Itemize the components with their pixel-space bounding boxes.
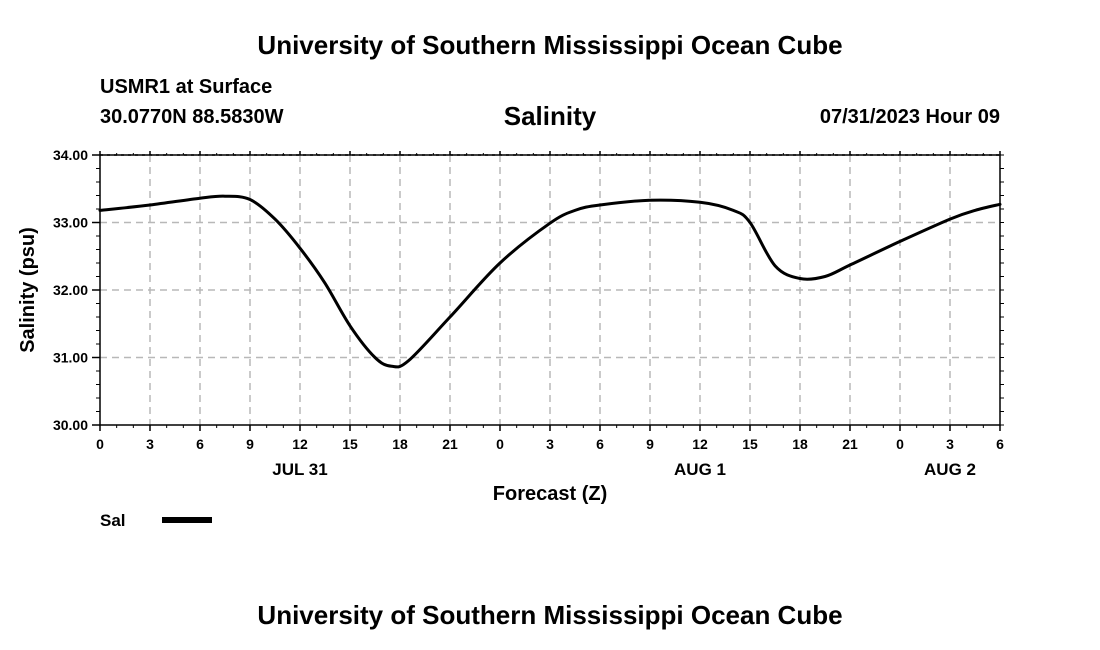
x-tick-label: 3: [146, 436, 154, 452]
series-line-sal: [98, 194, 1002, 369]
y-tick-label: 34.00: [53, 147, 88, 163]
x-tick-label: 3: [946, 436, 954, 452]
x-tick-label: 6: [196, 436, 204, 452]
x-tick-label: 12: [692, 436, 708, 452]
x-tick-label: 12: [292, 436, 308, 452]
x-tick-label: 9: [646, 436, 654, 452]
y-tick-label: 31.00: [53, 350, 88, 366]
page-title: University of Southern Mississippi Ocean…: [257, 30, 843, 60]
legend-label: Sal: [100, 511, 126, 530]
x-tick-label: 6: [596, 436, 604, 452]
station-label: USMR1 at Surface: [100, 76, 273, 98]
x-tick-label: 15: [342, 436, 358, 452]
y-axis-label: Salinity (psu): [17, 227, 39, 353]
date-label: JUL 31: [272, 460, 327, 479]
x-axis: 0 3 6 9 12 15 18 21 0 3 6 9 12 15 18 21 0 3 6: [96, 151, 1004, 452]
y-tick-label: 30.00: [53, 417, 88, 433]
x-tick-label: 9: [246, 436, 254, 452]
x-tick-label: 18: [792, 436, 808, 452]
x-axis-label: Forecast (Z): [493, 483, 607, 505]
x-tick-label: 0: [96, 436, 104, 452]
chart-title: Salinity: [503, 101, 597, 131]
forecast-datetime: 07/31/2023 Hour 09: [819, 106, 1000, 128]
x-tick-label: 0: [496, 436, 504, 452]
x-tick-label: 21: [442, 436, 458, 452]
x-tick-label: 21: [842, 436, 858, 452]
date-label: AUG 1: [674, 460, 726, 479]
series-layer: [98, 194, 1002, 369]
x-tick-label: 0: [896, 436, 904, 452]
x-tick-label: 6: [996, 436, 1004, 452]
y-axis: 30.00 31.00 32.00 33.00 34.00: [53, 147, 100, 433]
x-tick-label: 3: [546, 436, 554, 452]
date-labels: JUL 31 AUG 1 AUG 2: [272, 460, 976, 479]
x-tick-label: 18: [392, 436, 408, 452]
date-label: AUG 2: [924, 460, 976, 479]
page-footer-title: University of Southern Mississippi Ocean…: [257, 600, 843, 630]
y-tick-label: 32.00: [53, 282, 88, 298]
legend: Sal: [100, 511, 212, 530]
y-tick-label: 33.00: [53, 215, 88, 231]
coordinates-label: 30.0770N 88.5830W: [100, 106, 284, 128]
x-tick-label: 15: [742, 436, 758, 452]
